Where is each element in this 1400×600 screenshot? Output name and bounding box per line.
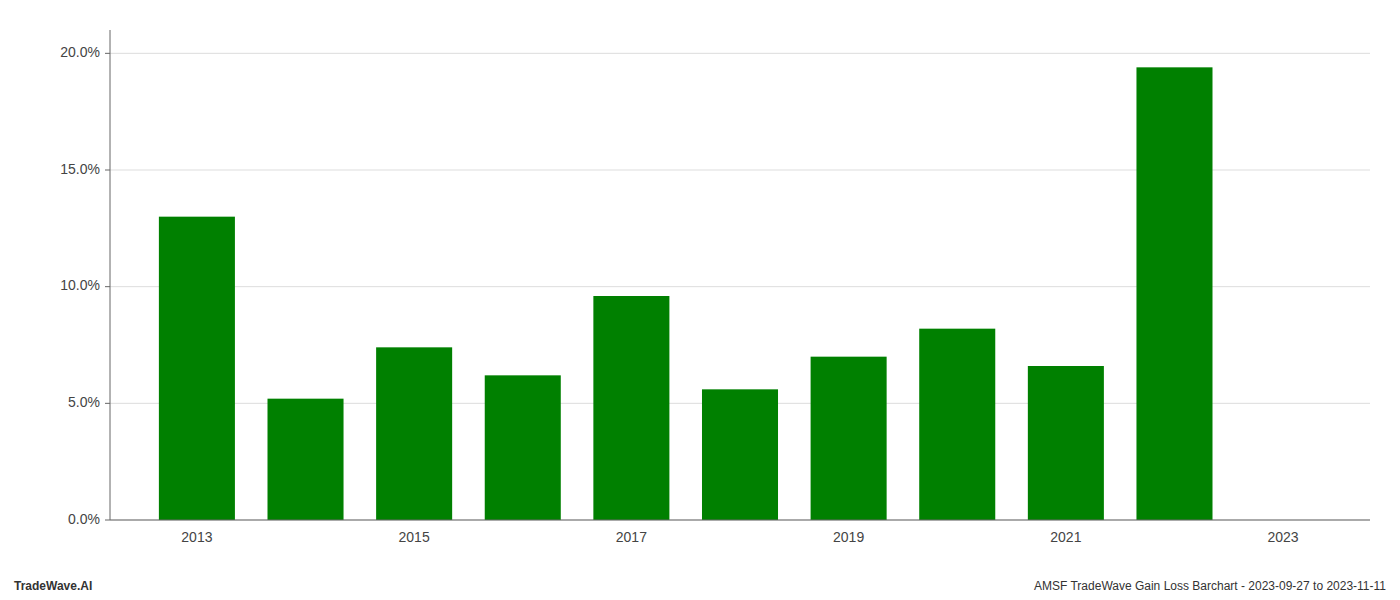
bars <box>159 67 1213 520</box>
bar <box>1136 67 1212 520</box>
bar <box>593 296 669 520</box>
x-tick-label: 2017 <box>616 529 647 545</box>
bar <box>376 347 452 520</box>
footer-right: AMSF TradeWave Gain Loss Barchart - 2023… <box>1034 579 1386 593</box>
x-axis-line <box>110 520 1370 521</box>
y-tick <box>105 286 110 287</box>
bar <box>702 389 778 520</box>
bar <box>811 357 887 520</box>
chart-container: 0.0%5.0%10.0%15.0%20.0%20132015201720192… <box>0 0 1400 600</box>
grid <box>110 53 1370 520</box>
footer-left: TradeWave.AI <box>14 579 92 593</box>
x-tick-label: 2021 <box>1050 529 1081 545</box>
y-tick-label: 0.0% <box>68 511 100 527</box>
x-tick-label: 2013 <box>181 529 212 545</box>
x-tick-label: 2023 <box>1268 529 1299 545</box>
bar <box>485 375 561 520</box>
bar <box>159 217 235 520</box>
chart-svg: 0.0%5.0%10.0%15.0%20.0%20132015201720192… <box>0 0 1400 600</box>
y-tick-label: 5.0% <box>68 394 100 410</box>
y-axis: 0.0% 5.0% 10.0% 15.0% 20.0% <box>60 30 110 527</box>
bar <box>1028 366 1104 520</box>
y-tick <box>105 520 110 521</box>
y-tick-label: 10.0% <box>60 277 100 293</box>
bar <box>268 399 344 520</box>
x-tick-label: 2019 <box>833 529 864 545</box>
y-tick-label: 15.0% <box>60 161 100 177</box>
y-axis-line <box>110 30 111 520</box>
y-tick <box>105 170 110 171</box>
x-tick-label: 2015 <box>399 529 430 545</box>
y-tick <box>105 53 110 54</box>
x-axis: 2013 2015 2017 2019 2021 2023 <box>110 520 1370 545</box>
bar <box>919 329 995 520</box>
y-tick <box>105 403 110 404</box>
grid-line <box>110 53 1370 54</box>
y-tick-label: 20.0% <box>60 44 100 60</box>
grid-line <box>110 520 1370 521</box>
